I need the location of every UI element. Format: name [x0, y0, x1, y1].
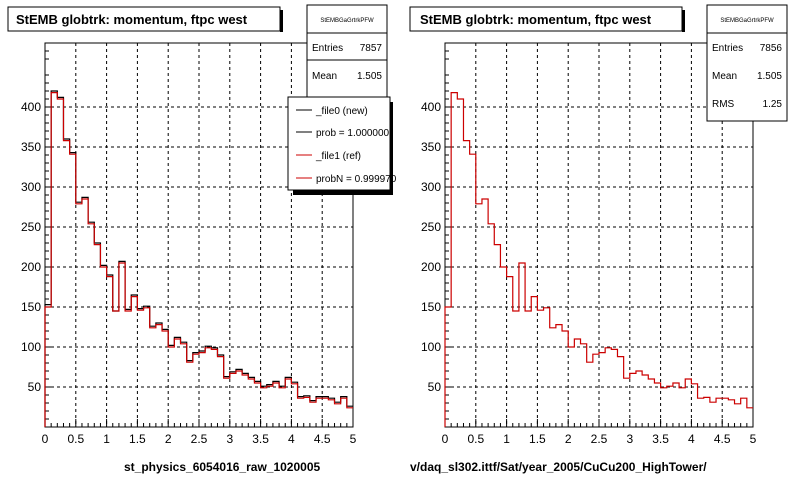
x-tick-label: 5: [750, 432, 757, 446]
y-tick-label: 400: [21, 100, 41, 114]
y-tick-label: 200: [421, 260, 441, 274]
left-chart-title: StEMB globtrk: momentum, ftpc west: [16, 12, 248, 27]
right-stats-box: [706, 4, 788, 122]
x-tick-label: 1.5: [129, 432, 146, 446]
y-tick-label: 250: [21, 220, 41, 234]
left-x-axis-label: st_physics_6054016_raw_1020005: [124, 460, 320, 474]
y-tick-label: 50: [428, 380, 442, 394]
legend-box: [287, 96, 391, 191]
right-stats-entries-value: 7856: [760, 43, 783, 54]
x-tick-label: 1.5: [529, 432, 546, 446]
y-tick-label: 250: [421, 220, 441, 234]
right-title-shadow: [682, 10, 685, 32]
x-tick-label: 2.5: [591, 432, 608, 446]
right-chart-title: StEMB globtrk: momentum, ftpc west: [420, 12, 652, 27]
y-tick-label: 300: [21, 180, 41, 194]
right-stats-mean-label: Mean: [712, 71, 737, 82]
x-tick-label: 2.5: [191, 432, 208, 446]
y-tick-label: 100: [21, 340, 41, 354]
left-title-shadow: [280, 10, 283, 32]
right-title-box: [409, 6, 683, 32]
x-tick-label: 3.5: [652, 432, 669, 446]
y-tick-label: 350: [421, 140, 441, 154]
y-tick-label: 400: [421, 100, 441, 114]
x-tick-label: 4.5: [314, 432, 331, 446]
y-tick-label: 50: [28, 380, 42, 394]
y-tick-label: 200: [21, 260, 41, 274]
y-tick-label: 150: [421, 300, 441, 314]
right-stats-title: StEMBGaGrtrkPFW: [720, 18, 774, 24]
left-legend: _file0 (new) prob = 1.000000 _file1 (ref…: [287, 96, 397, 195]
x-tick-label: 2: [165, 432, 172, 446]
x-tick-label: 3: [626, 432, 633, 446]
x-tick-label: 4: [688, 432, 695, 446]
right-axis-ticks: 0 0.5 1 1.5 2 2.5 3 3.5 4 4.5 5 50 100 150 200 250 300 35…: [421, 50, 757, 446]
x-tick-label: 3.5: [252, 432, 269, 446]
legend-label-prob: prob = 1.000000: [316, 128, 390, 139]
left-title-box: [7, 6, 281, 32]
histogram-series-1: [44, 92, 353, 427]
x-tick-label: 2: [565, 432, 572, 446]
x-tick-label: 0: [442, 432, 449, 446]
right-x-axis-label: v/daq_sl302.ittf/Sat/year_2005/CuCu200_H…: [410, 460, 707, 474]
left-stats-mean-label: Mean: [312, 71, 337, 82]
x-tick-label: 0: [42, 432, 49, 446]
legend-label-file0: _file0 (new): [315, 106, 368, 117]
x-tick-label: 5: [350, 432, 357, 446]
x-tick-label: 1: [103, 432, 110, 446]
left-stats-entries-label: Entries: [312, 43, 343, 54]
x-tick-label: 0.5: [467, 432, 484, 446]
y-tick-label: 150: [21, 300, 41, 314]
left-stats-mean-value: 1.505: [357, 71, 382, 82]
x-tick-label: 1: [503, 432, 510, 446]
legend-label-probN: probN = 0.999970: [316, 174, 397, 185]
right-stats-rms-value: 1.25: [763, 99, 783, 110]
x-tick-label: 3: [226, 432, 233, 446]
legend-label-file1: _file1 (ref): [315, 151, 361, 162]
histogram-series-0: [444, 92, 753, 427]
right-pad: 0 0.5 1 1.5 2 2.5 3 3.5 4 4.5 5 50 100 150 200 250 300 35…: [409, 4, 788, 474]
right-stats-entries-label: Entries: [712, 43, 743, 54]
y-tick-label: 300: [421, 180, 441, 194]
right-series-group: [444, 92, 753, 427]
x-tick-label: 4.5: [714, 432, 731, 446]
right-grid: [445, 43, 753, 427]
x-tick-label: 4: [288, 432, 295, 446]
left-pad: 0 0.5 1 1.5 2 2.5 3 3.5 4 4.5 5 50 100 150 200 250 300 35…: [7, 4, 397, 474]
x-tick-label: 0.5: [67, 432, 84, 446]
left-series-group: [44, 90, 353, 427]
left-axis-ticks: 0 0.5 1 1.5 2 2.5 3 3.5 4 4.5 5 50 100 150 200 250 300 35…: [21, 50, 357, 446]
right-stats-rms-label: RMS: [712, 99, 735, 110]
right-stats-mean-value: 1.505: [757, 71, 782, 82]
left-stats-entries-value: 7857: [360, 43, 383, 54]
y-tick-label: 350: [21, 140, 41, 154]
y-tick-label: 100: [421, 340, 441, 354]
left-grid: [45, 43, 353, 427]
left-stats-title: StEMBGaGrtrkPFW: [320, 18, 374, 24]
